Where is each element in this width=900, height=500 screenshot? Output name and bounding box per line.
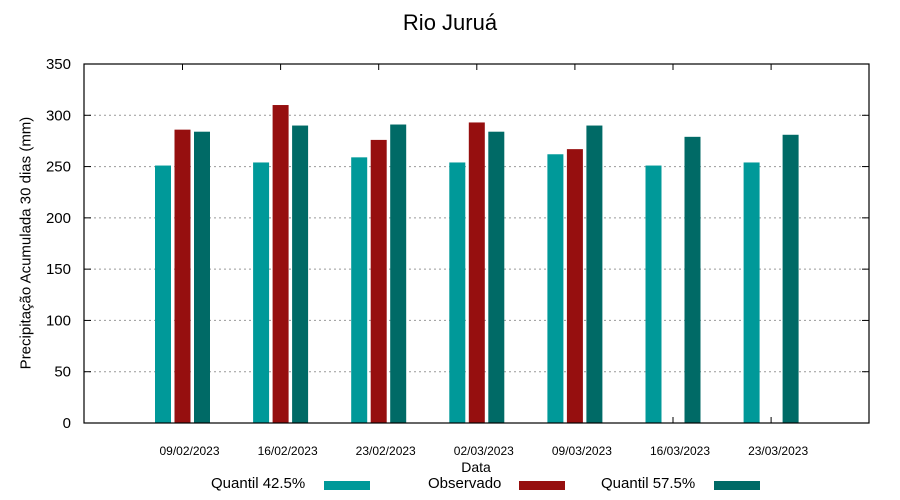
legend-label-quantil-57: Quantil 57.5% bbox=[601, 475, 696, 492]
legend-swatch-quantil-42 bbox=[324, 481, 370, 490]
y-tick-label: 0 bbox=[63, 415, 71, 432]
y-axis-label: Precipitação Acumulada 30 dias (mm) bbox=[17, 116, 35, 370]
chart-title: Rio Juruá bbox=[402, 10, 498, 35]
x-tick-label: 09/03/2023 bbox=[552, 444, 612, 458]
bar bbox=[292, 125, 309, 424]
bar bbox=[194, 131, 210, 423]
plot-frame bbox=[83, 63, 870, 424]
bar bbox=[253, 162, 270, 423]
x-tick-label: 23/03/2023 bbox=[748, 444, 808, 458]
bar bbox=[782, 134, 799, 423]
bar bbox=[272, 105, 289, 424]
bar bbox=[155, 165, 171, 423]
x-tick-label: 09/02/2023 bbox=[159, 444, 219, 458]
x-tick-label: 02/03/2023 bbox=[454, 444, 514, 458]
x-tick-label: 16/02/2023 bbox=[258, 444, 318, 458]
bar bbox=[547, 154, 564, 423]
bar bbox=[743, 162, 760, 423]
bar bbox=[468, 122, 485, 424]
bar bbox=[684, 136, 701, 423]
bar bbox=[488, 131, 505, 423]
bar bbox=[390, 124, 407, 423]
legend-swatch-quantil-57 bbox=[714, 481, 760, 490]
bar bbox=[645, 165, 662, 423]
legend-label-quantil-42: Quantil 42.5% bbox=[211, 475, 306, 492]
bar bbox=[566, 149, 583, 424]
y-tick-label: 150 bbox=[46, 261, 71, 278]
y-tick-label: 50 bbox=[54, 364, 71, 381]
y-tick-label: 250 bbox=[46, 159, 71, 176]
y-tick-label: 350 bbox=[46, 56, 71, 73]
legend-swatch-observado bbox=[519, 481, 565, 490]
x-tick-label: 23/02/2023 bbox=[356, 444, 416, 458]
bar bbox=[449, 162, 466, 423]
bar bbox=[370, 139, 387, 423]
bar bbox=[174, 129, 191, 423]
bar bbox=[351, 157, 368, 423]
x-axis-label: Data bbox=[461, 459, 491, 475]
bar bbox=[586, 125, 603, 424]
y-tick-label: 300 bbox=[46, 107, 71, 124]
legend-label-observado: Observado bbox=[428, 475, 502, 492]
y-tick-label: 200 bbox=[46, 210, 71, 227]
x-tick-label: 16/03/2023 bbox=[650, 444, 710, 458]
y-tick-label: 100 bbox=[46, 312, 71, 329]
